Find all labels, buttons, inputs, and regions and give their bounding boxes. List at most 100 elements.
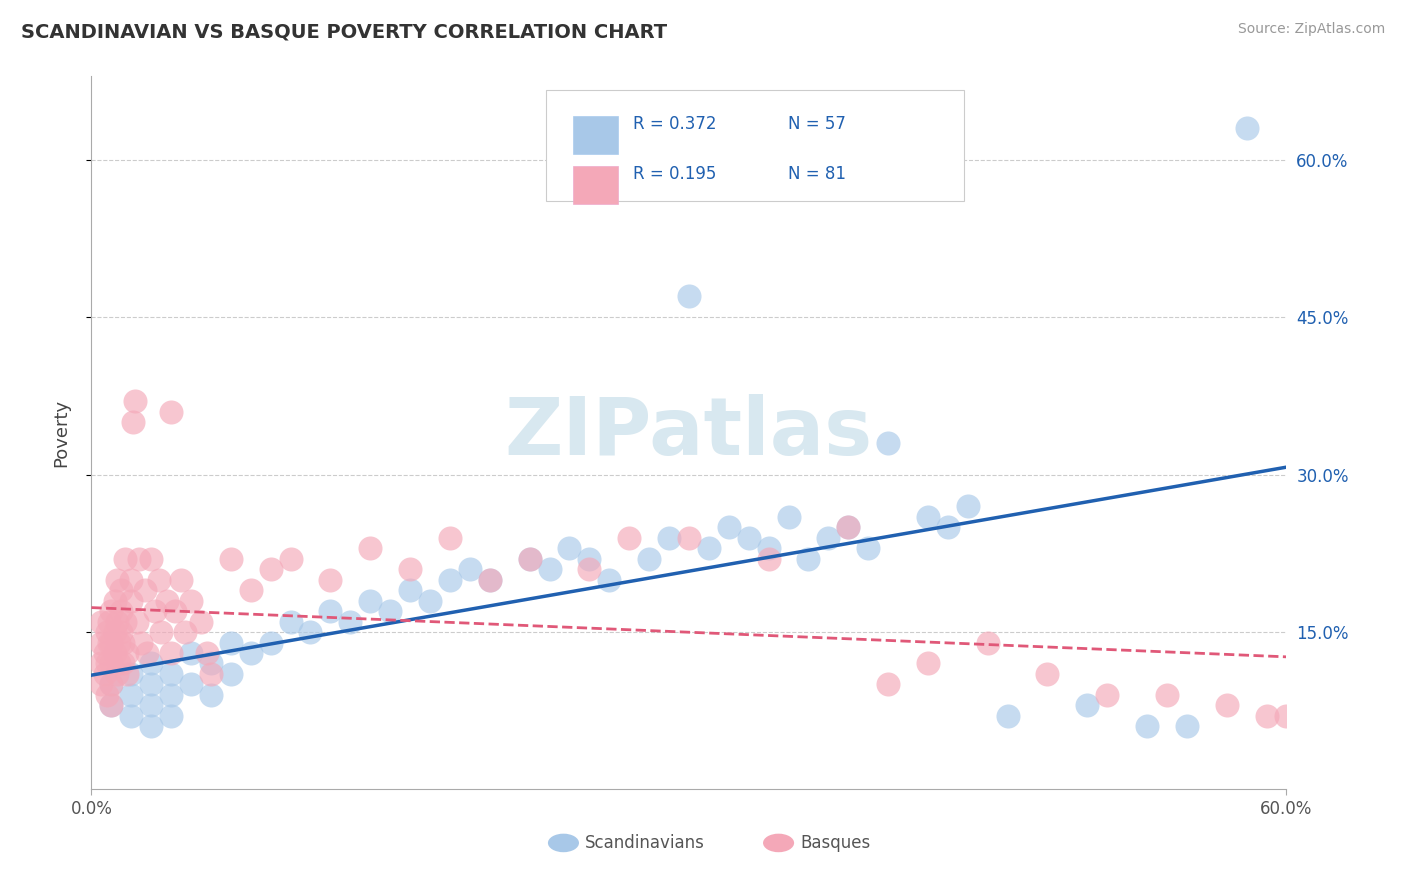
Point bbox=[141, 719, 162, 733]
Point bbox=[1236, 121, 1258, 136]
Point bbox=[108, 657, 131, 671]
Point bbox=[976, 635, 998, 649]
Point bbox=[837, 520, 859, 534]
Point bbox=[856, 541, 880, 555]
Text: R = 0.372: R = 0.372 bbox=[633, 115, 716, 133]
Point bbox=[141, 657, 162, 671]
Point bbox=[538, 562, 561, 576]
Point bbox=[114, 615, 136, 629]
Point bbox=[90, 657, 112, 671]
Point bbox=[697, 541, 720, 555]
Point bbox=[104, 646, 127, 660]
Point bbox=[143, 604, 166, 618]
Text: ZIPatlas: ZIPatlas bbox=[505, 393, 873, 472]
Point bbox=[100, 677, 122, 691]
Point bbox=[104, 593, 127, 607]
Point bbox=[122, 415, 145, 429]
Point bbox=[100, 698, 122, 713]
Point bbox=[100, 698, 122, 713]
Point bbox=[200, 688, 222, 702]
Point bbox=[141, 677, 162, 691]
Point bbox=[1156, 688, 1178, 702]
Point bbox=[128, 551, 150, 566]
Circle shape bbox=[763, 834, 794, 852]
Point bbox=[936, 520, 959, 534]
Point bbox=[319, 573, 342, 587]
Text: Source: ZipAtlas.com: Source: ZipAtlas.com bbox=[1237, 22, 1385, 37]
Point bbox=[280, 615, 302, 629]
Point bbox=[519, 551, 541, 566]
Point bbox=[778, 509, 800, 524]
Point bbox=[717, 520, 740, 534]
Point bbox=[399, 582, 422, 597]
Point bbox=[319, 604, 342, 618]
Point bbox=[837, 520, 859, 534]
Point bbox=[174, 625, 197, 640]
Point bbox=[115, 646, 138, 660]
Point bbox=[1076, 698, 1098, 713]
Point bbox=[359, 541, 381, 555]
Point bbox=[1215, 698, 1237, 713]
Text: N = 81: N = 81 bbox=[789, 165, 846, 183]
Point bbox=[120, 667, 142, 681]
Point bbox=[148, 573, 170, 587]
Point bbox=[180, 593, 202, 607]
Point bbox=[90, 615, 112, 629]
Point bbox=[94, 667, 117, 681]
Point bbox=[120, 709, 142, 723]
Point bbox=[439, 573, 461, 587]
Point bbox=[94, 646, 117, 660]
Point bbox=[100, 635, 122, 649]
Point bbox=[115, 667, 138, 681]
Point bbox=[578, 562, 600, 576]
Point bbox=[1036, 667, 1059, 681]
Point bbox=[90, 677, 112, 691]
Text: N = 57: N = 57 bbox=[789, 115, 846, 133]
Point bbox=[110, 625, 132, 640]
Point bbox=[299, 625, 322, 640]
Point bbox=[120, 593, 142, 607]
Point bbox=[141, 698, 162, 713]
Point bbox=[156, 593, 179, 607]
Point bbox=[120, 573, 142, 587]
Point bbox=[678, 289, 700, 303]
Point bbox=[127, 615, 149, 629]
Point bbox=[619, 531, 641, 545]
Text: Basques: Basques bbox=[800, 834, 870, 852]
Point bbox=[98, 635, 121, 649]
Point bbox=[399, 562, 422, 576]
Point bbox=[163, 604, 186, 618]
Point bbox=[180, 677, 202, 691]
Point bbox=[817, 531, 839, 545]
Point bbox=[478, 573, 501, 587]
Point bbox=[1295, 698, 1317, 713]
Point bbox=[239, 646, 262, 660]
Point bbox=[339, 615, 361, 629]
Point bbox=[100, 677, 122, 691]
Point bbox=[439, 531, 461, 545]
Point bbox=[141, 551, 162, 566]
Point bbox=[160, 404, 183, 418]
Point bbox=[112, 657, 135, 671]
Point bbox=[114, 551, 136, 566]
Point bbox=[105, 615, 128, 629]
Point bbox=[419, 593, 441, 607]
Point bbox=[598, 573, 620, 587]
Point bbox=[110, 604, 132, 618]
Text: R = 0.195: R = 0.195 bbox=[633, 165, 716, 183]
Point bbox=[105, 573, 128, 587]
Point bbox=[797, 551, 820, 566]
Text: Scandinavians: Scandinavians bbox=[585, 834, 704, 852]
Point bbox=[100, 604, 122, 618]
Point bbox=[96, 688, 118, 702]
Point bbox=[219, 635, 242, 649]
Point bbox=[259, 562, 281, 576]
Point bbox=[997, 709, 1019, 723]
Bar bbox=[574, 167, 619, 203]
Point bbox=[758, 541, 780, 555]
Point bbox=[359, 593, 381, 607]
Point bbox=[98, 615, 121, 629]
Point bbox=[129, 635, 152, 649]
Point bbox=[200, 657, 222, 671]
Point bbox=[1097, 688, 1119, 702]
